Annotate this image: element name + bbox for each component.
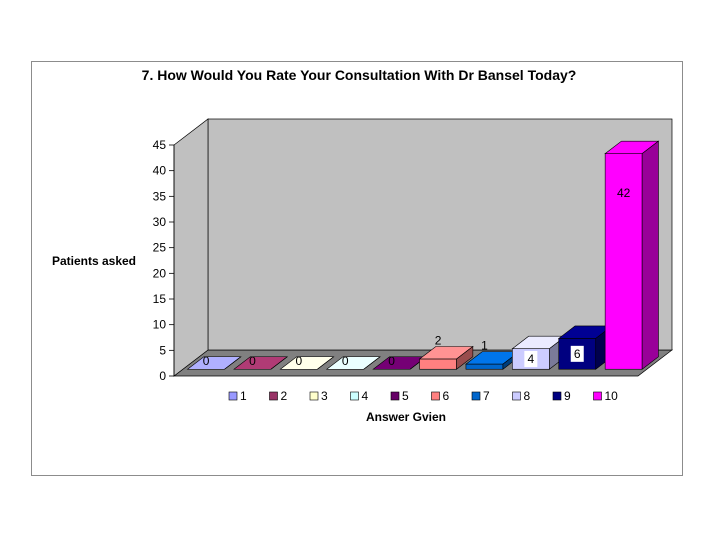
bar-3: 0	[279, 354, 335, 370]
legend-label: 3	[321, 389, 328, 403]
data-label: 0	[295, 354, 302, 368]
legend-swatch	[269, 391, 278, 401]
bar-4: 0	[325, 354, 381, 370]
legend-item-1: 1	[228, 389, 247, 403]
y-tick-label: 0	[159, 369, 166, 383]
data-label-bg	[570, 345, 584, 362]
data-label: 4	[527, 352, 534, 366]
y-tick-label: 10	[153, 318, 167, 332]
data-label: 0	[249, 354, 256, 368]
side-wall	[173, 118, 209, 377]
legend: 1 2 3 4 5 6 7 8 9 10	[228, 389, 619, 403]
legend-label: 7	[483, 389, 490, 403]
legend-swatch	[350, 391, 359, 401]
legend-item-9: 9	[552, 389, 571, 403]
chart-title: 7. How Would You Rate Your Consultation …	[142, 67, 577, 83]
legend-label: 10	[605, 389, 619, 403]
legend-item-4: 4	[350, 389, 369, 403]
bar-9: 6	[557, 325, 613, 370]
legend-item-3: 3	[309, 389, 328, 403]
bar-6: 2	[418, 333, 474, 370]
data-label: 0	[203, 354, 210, 368]
bar-side	[456, 345, 474, 370]
legend-label: 9	[564, 389, 571, 403]
legend-swatch	[512, 391, 521, 401]
data-label: 0	[388, 354, 395, 368]
bar-side	[317, 356, 334, 370]
legend-swatch	[390, 391, 400, 401]
y-tick-label: 40	[153, 164, 167, 178]
y-tick-label: 5	[159, 343, 166, 357]
legend-label: 4	[362, 389, 369, 403]
y-tick-label: 45	[153, 138, 167, 152]
legend-swatch	[431, 391, 440, 401]
legend-label: 8	[524, 389, 531, 403]
y-tick-label: 25	[153, 241, 167, 255]
legend-label: 1	[240, 389, 247, 403]
legend-swatch	[593, 391, 602, 401]
y-tick-label: 30	[153, 215, 167, 229]
data-label: 0	[342, 354, 349, 368]
legend-swatch	[552, 391, 562, 401]
data-label: 1	[481, 339, 488, 353]
y-tick-label: 20	[153, 266, 167, 280]
plot-area: 0 5 10 15 20 25 30 35 40 45 0 0 0 0 0 2 1 4 6 42	[153, 118, 674, 383]
legend-swatch	[471, 391, 481, 401]
data-label: 2	[435, 333, 442, 347]
bar-1: 0	[186, 354, 242, 370]
legend-item-8: 8	[512, 389, 531, 403]
bar-side	[270, 356, 288, 370]
legend-label: 5	[402, 389, 409, 403]
legend-item-7: 7	[471, 389, 490, 403]
legend-item-10: 10	[593, 389, 619, 403]
data-label: 42	[617, 186, 631, 200]
data-label: 6	[574, 347, 581, 361]
y-tick-label: 15	[153, 292, 167, 306]
bar-side	[224, 356, 242, 370]
x-axis-title: Answer Gvien	[366, 410, 446, 424]
legend-item-2: 2	[269, 389, 288, 403]
legend-label: 6	[443, 389, 450, 403]
bar-front	[465, 363, 504, 370]
bar-10: 42	[604, 140, 660, 370]
legend-swatch	[228, 391, 238, 401]
back-wall	[207, 118, 673, 351]
legend-item-5: 5	[390, 389, 409, 403]
y-axis-title: Patients asked	[52, 254, 136, 268]
legend-item-6: 6	[431, 389, 450, 403]
data-label-bg	[524, 350, 538, 367]
bar-side	[641, 140, 659, 370]
legend-label: 2	[281, 389, 288, 403]
bar-front	[419, 358, 457, 370]
y-tick-label: 35	[153, 189, 167, 203]
bar-side	[363, 356, 381, 370]
bar-front	[604, 153, 643, 370]
bar-2: 0	[233, 354, 289, 370]
legend-swatch	[309, 391, 319, 401]
